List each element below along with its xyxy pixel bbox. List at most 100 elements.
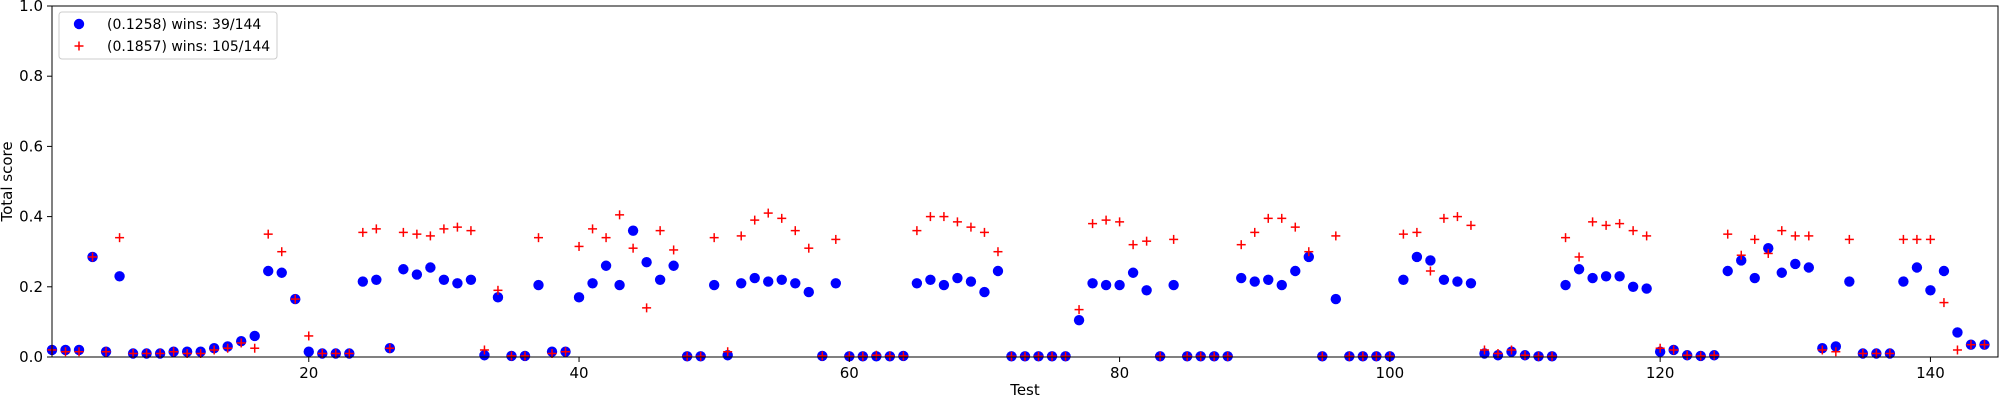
plus-point-11 — [182, 348, 192, 358]
plus-point-112 — [1547, 351, 1557, 361]
circle-point-55 — [776, 274, 787, 285]
plus-point-61 — [858, 351, 868, 361]
circle-point-114 — [1573, 264, 1585, 275]
plus-point-8 — [142, 348, 152, 358]
plus-point-84 — [1169, 234, 1179, 244]
plus-point-12 — [196, 348, 206, 358]
plus-point-124 — [1709, 350, 1719, 360]
plus-point-105 — [1452, 212, 1462, 222]
circle-point-116 — [1600, 271, 1612, 282]
circle-point-115 — [1587, 272, 1598, 284]
plus-point-73 — [1020, 351, 1030, 361]
circle-point-34 — [492, 292, 504, 303]
plus-point-38 — [547, 348, 557, 358]
plus-point-2 — [61, 347, 71, 357]
plus-point-50 — [709, 233, 719, 243]
x-tick-label: 60 — [840, 364, 859, 382]
plus-point-121 — [1669, 345, 1679, 355]
y-tick-label: 0.8 — [19, 67, 43, 85]
circle-point-141 — [1938, 265, 1950, 277]
x-tick-label: 100 — [1376, 364, 1405, 382]
plus-point-75 — [1047, 351, 1057, 361]
circle-point-80 — [1114, 279, 1125, 291]
plus-point-95 — [1317, 351, 1327, 361]
plus-point-58 — [817, 351, 827, 361]
circle-point-54 — [763, 276, 774, 287]
circle-point-133 — [1830, 341, 1842, 352]
plus-point-116 — [1601, 220, 1611, 230]
plus-point-68 — [952, 217, 962, 227]
plus-point-109 — [1507, 345, 1516, 355]
plus-point-91 — [1263, 213, 1273, 223]
plus-point-49 — [696, 351, 706, 361]
circle-point-53 — [749, 272, 760, 284]
circle-point-71 — [992, 265, 1004, 277]
circle-point-59 — [830, 278, 842, 289]
circle-point-142 — [1952, 327, 1963, 338]
circle-point-42 — [600, 260, 612, 271]
circle-point-129 — [1776, 267, 1787, 278]
plus-point-137 — [1885, 348, 1895, 358]
plus-point-133 — [1831, 347, 1841, 357]
plus-point-65 — [912, 226, 922, 236]
plus-point-86 — [1196, 351, 1206, 361]
circle-point-104 — [1438, 274, 1450, 285]
plus-point-82 — [1142, 236, 1152, 246]
x-tick-label: 20 — [299, 364, 318, 382]
circle-point-94 — [1303, 251, 1314, 263]
plus-point-42 — [601, 233, 611, 243]
circle-point-70 — [979, 286, 990, 298]
plus-point-44 — [628, 243, 638, 253]
legend-marker-circle — [73, 18, 85, 30]
plus-point-46 — [655, 226, 665, 236]
plus-point-25 — [371, 224, 381, 234]
circle-point-131 — [1803, 262, 1815, 273]
circle-point-33 — [479, 350, 490, 361]
circle-point-41 — [587, 278, 598, 289]
plus-point-54 — [763, 208, 773, 218]
plus-point-15 — [236, 338, 246, 348]
plus-point-134 — [1844, 234, 1854, 244]
circle-point-105 — [1452, 276, 1463, 287]
plus-point-142 — [1952, 345, 1962, 355]
plus-point-106 — [1466, 220, 1476, 230]
plus-point-138 — [1898, 234, 1908, 244]
plus-point-76 — [1061, 351, 1071, 361]
plus-point-70 — [979, 227, 989, 237]
plus-point-4 — [88, 252, 98, 262]
circle-point-103 — [1425, 255, 1436, 266]
circle-point-6 — [114, 271, 125, 282]
plus-point-97 — [1344, 351, 1354, 361]
plus-point-29 — [425, 231, 435, 241]
plus-point-107 — [1479, 345, 1489, 355]
legend-label-series-1: (0.1258) wins: 39/144 — [107, 17, 261, 33]
circle-point-27 — [398, 264, 409, 275]
plus-point-10 — [169, 347, 179, 357]
plus-point-6 — [115, 233, 125, 243]
legend-box — [58, 11, 278, 60]
circle-point-126 — [1736, 255, 1747, 266]
plus-point-117 — [1615, 219, 1625, 229]
plus-point-79 — [1101, 215, 1111, 225]
plus-point-128 — [1763, 248, 1773, 258]
x-tick-label: 120 — [1646, 364, 1675, 382]
circle-point-77 — [1073, 314, 1085, 326]
circle-point-16 — [249, 330, 260, 342]
plus-point-53 — [750, 215, 760, 225]
circle-point-102 — [1411, 251, 1423, 263]
circle-point-47 — [668, 260, 679, 271]
circle-point-46 — [654, 274, 666, 285]
plus-point-24 — [358, 227, 368, 237]
plus-point-71 — [993, 247, 1003, 257]
circle-point-92 — [1276, 279, 1287, 291]
circle-point-32 — [465, 274, 477, 285]
circle-point-40 — [573, 292, 585, 303]
plus-point-101 — [1398, 229, 1408, 239]
circle-point-45 — [641, 257, 652, 268]
circle-point-130 — [1790, 258, 1801, 270]
plus-point-62 — [871, 350, 881, 360]
plus-point-85 — [1182, 351, 1192, 361]
plus-point-67 — [939, 212, 949, 222]
plus-point-118 — [1628, 226, 1638, 236]
